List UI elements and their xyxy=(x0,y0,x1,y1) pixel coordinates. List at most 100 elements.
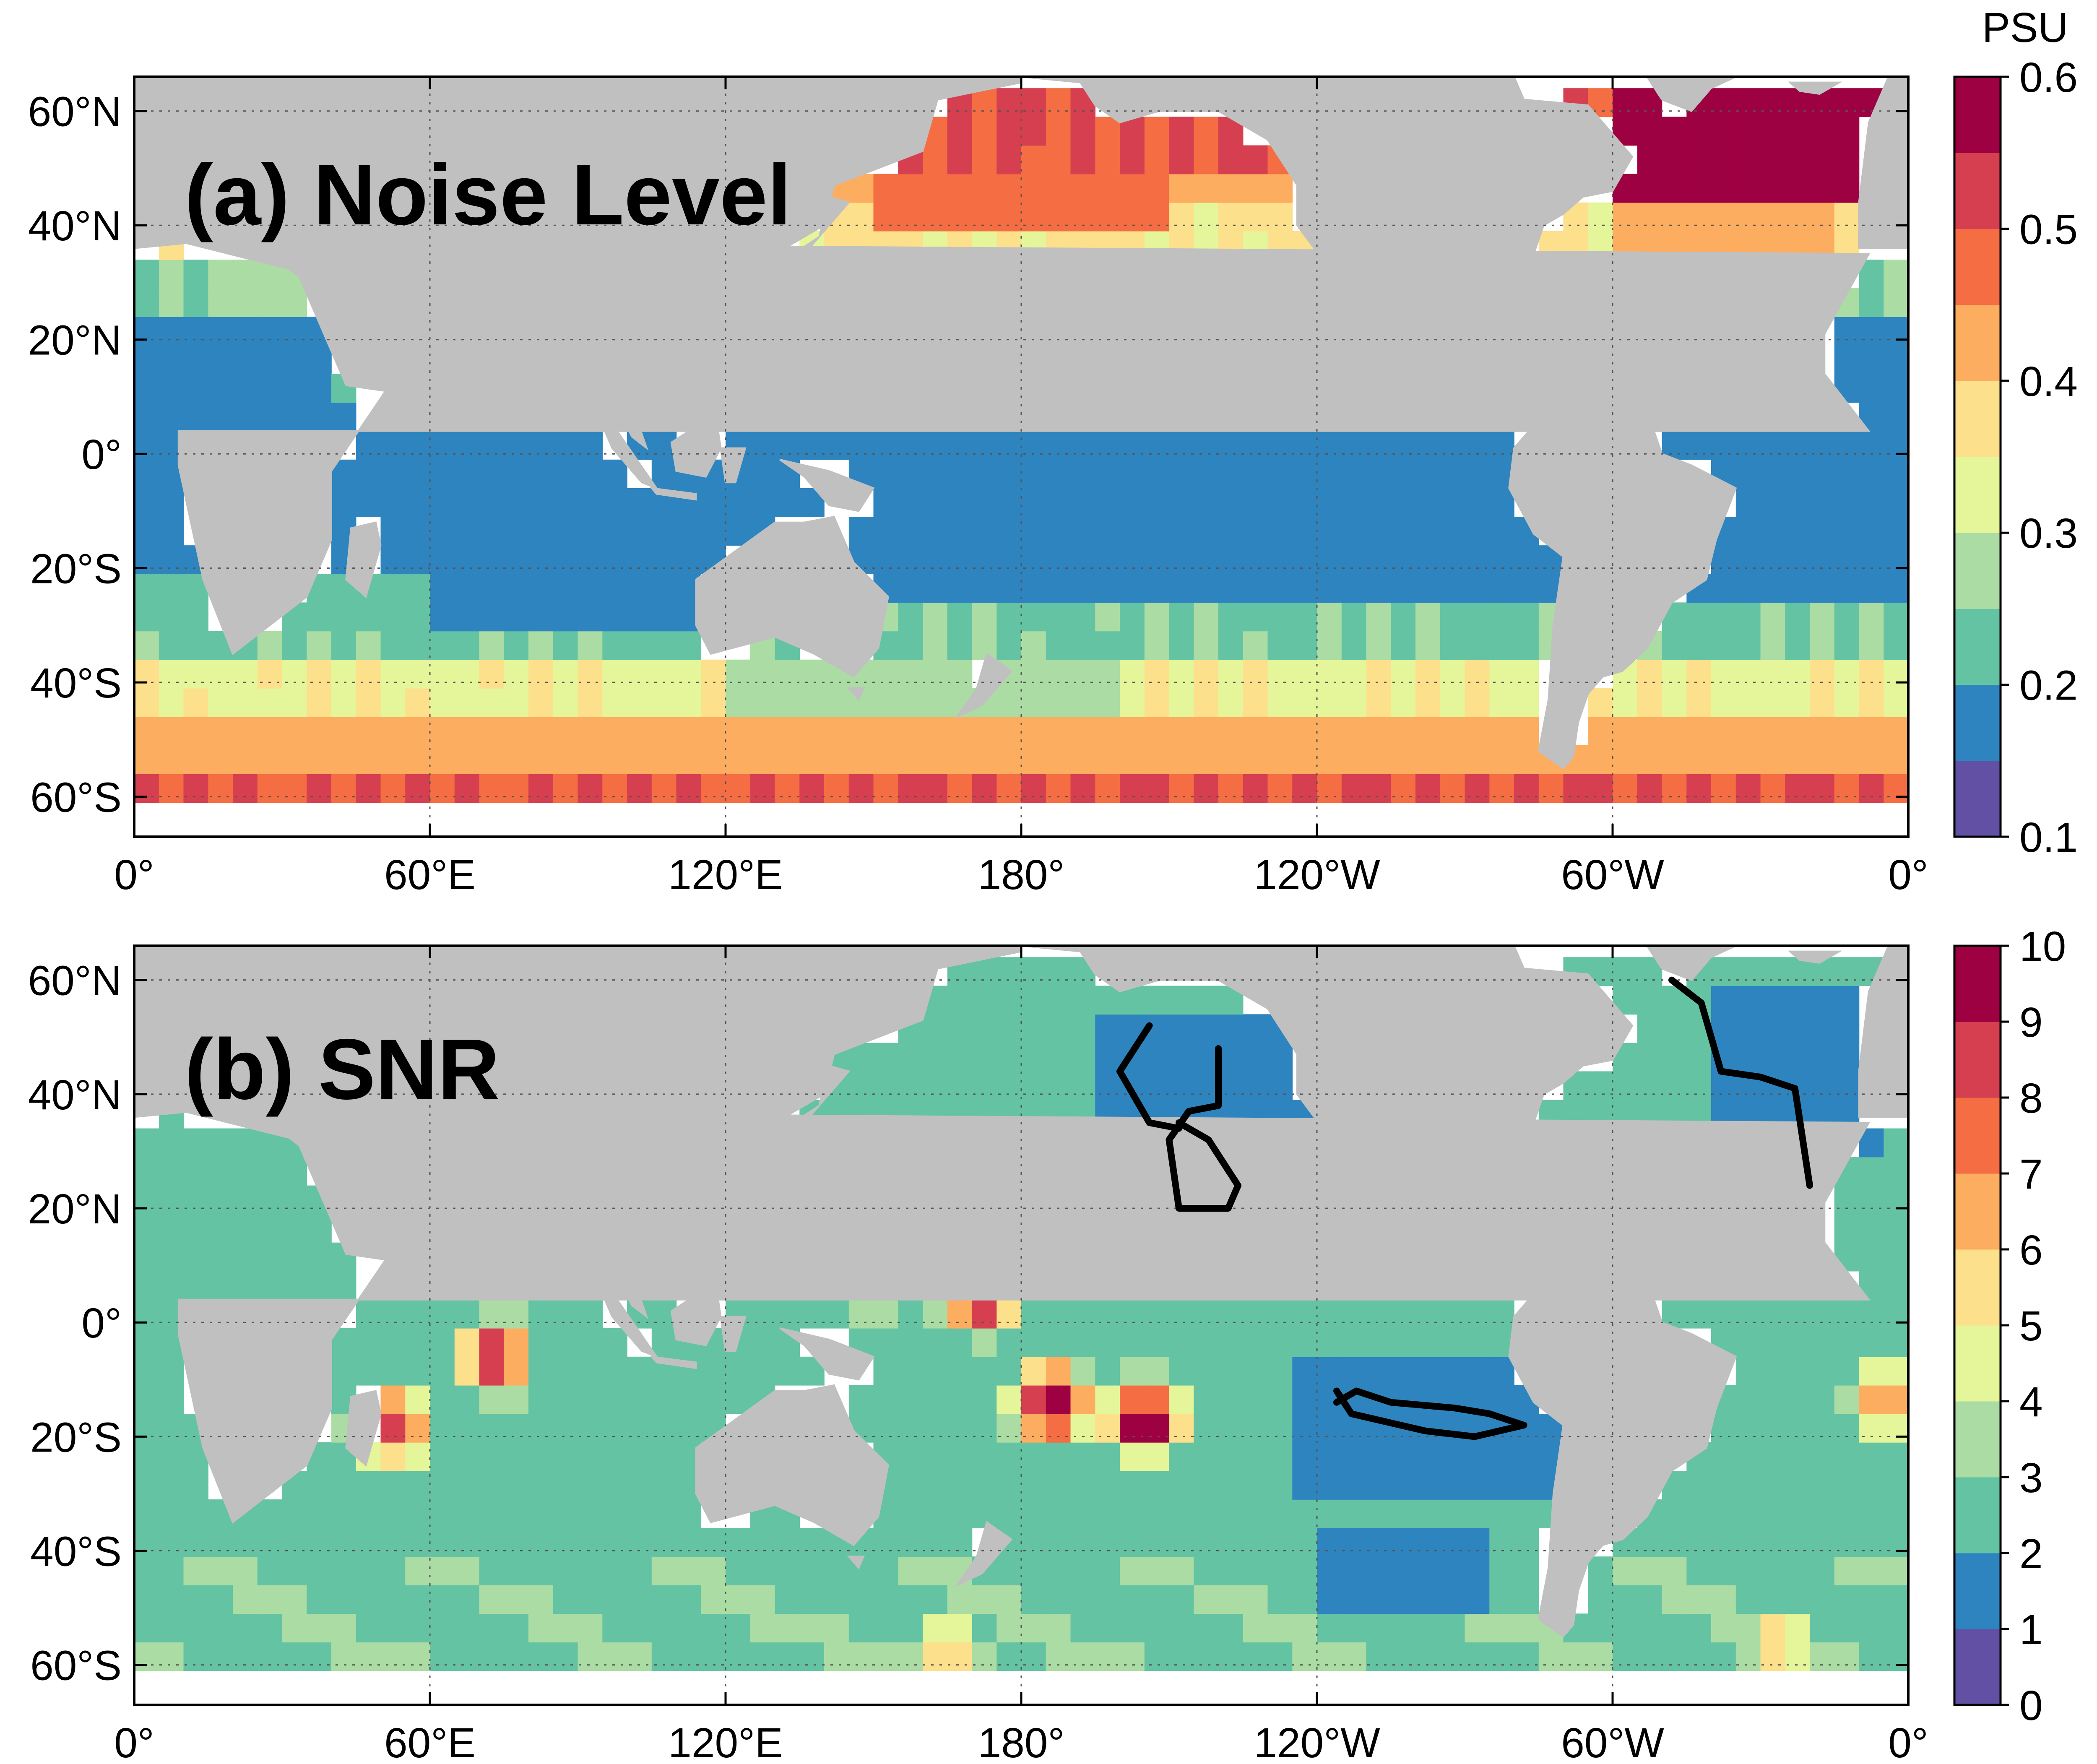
grid-cell xyxy=(479,574,504,603)
grid-cell xyxy=(996,1471,1022,1500)
grid-cell xyxy=(183,1642,208,1671)
grid-cell xyxy=(1267,488,1293,517)
grid-cell xyxy=(134,517,159,546)
grid-cell xyxy=(1070,1499,1095,1528)
grid-cell xyxy=(578,774,603,803)
grid-cell xyxy=(972,574,997,603)
grid-cell xyxy=(1785,1356,1810,1386)
grid-cell xyxy=(1785,1385,1810,1414)
grid-cell xyxy=(159,1613,184,1643)
grid-cell xyxy=(479,1556,504,1585)
grid-cell xyxy=(1317,1642,1342,1671)
grid-cell xyxy=(1267,1642,1293,1671)
grid-cell xyxy=(1735,659,1761,689)
grid-cell xyxy=(1637,1642,1663,1671)
grid-cell xyxy=(1317,1613,1342,1643)
y-axis-ticks: 60°N40°N20°N0°20°S40°S60°S xyxy=(28,88,1908,821)
grid-cell xyxy=(1711,1585,1736,1614)
grid-cell xyxy=(1834,317,1860,346)
grid-cell xyxy=(1243,202,1268,232)
grid-cell xyxy=(479,631,504,660)
grid-cell xyxy=(454,459,480,489)
grid-cell xyxy=(1341,545,1367,575)
grid-cell xyxy=(1095,431,1120,460)
grid-cell xyxy=(430,688,455,717)
grid-cell xyxy=(923,1556,948,1585)
grid-cell xyxy=(1662,688,1687,717)
grid-cell xyxy=(1341,517,1367,546)
grid-cell xyxy=(1686,631,1712,660)
grid-cell xyxy=(1859,1299,1884,1329)
grid-cell xyxy=(898,602,923,632)
grid-cell xyxy=(1613,688,1638,717)
grid-cell xyxy=(1120,688,1145,717)
grid-cell xyxy=(1021,1071,1046,1101)
grid-cell xyxy=(1046,517,1071,546)
grid-cell xyxy=(356,1328,381,1357)
grid-cell xyxy=(282,1185,307,1215)
colorbar-segment xyxy=(1954,1022,2001,1098)
grid-cell xyxy=(1810,202,1835,232)
grid-cell xyxy=(282,1157,307,1186)
grid-cell xyxy=(208,1128,233,1158)
grid-cell xyxy=(972,774,997,803)
grid-cell xyxy=(996,1043,1022,1072)
grid-cell xyxy=(331,1556,356,1585)
grid-cell xyxy=(750,1356,775,1386)
grid-cell xyxy=(1834,1471,1860,1500)
grid-cell xyxy=(1194,986,1219,1015)
grid-cell xyxy=(1662,1613,1687,1643)
grid-cell xyxy=(1686,1071,1712,1101)
grid-cell xyxy=(726,1385,751,1414)
grid-cell xyxy=(1194,1642,1219,1671)
grid-cell xyxy=(1144,1328,1170,1357)
grid-cell xyxy=(1317,631,1342,660)
grid-cell xyxy=(602,517,627,546)
grid-cell xyxy=(1144,688,1170,717)
grid-cell xyxy=(1267,545,1293,575)
colorbar-segment xyxy=(1954,1249,2001,1326)
grid-cell xyxy=(578,488,603,517)
grid-cell xyxy=(651,1413,677,1443)
grid-cell xyxy=(1810,1471,1835,1500)
grid-cell xyxy=(1613,202,1638,232)
grid-cell xyxy=(1341,602,1367,632)
grid-cell xyxy=(972,174,997,203)
grid-cell xyxy=(1884,745,1909,774)
grid-cell xyxy=(1169,1499,1194,1528)
grid-cell xyxy=(701,688,726,717)
grid-cell xyxy=(1760,488,1785,517)
land-polygon xyxy=(528,1269,540,1290)
grid-cell xyxy=(1415,745,1441,774)
grid-cell xyxy=(1859,288,1884,317)
grid-cell xyxy=(257,716,283,746)
grid-cell xyxy=(1046,1528,1071,1557)
grid-cell xyxy=(1144,145,1170,174)
grid-cell xyxy=(159,574,184,603)
colorbar-unit: PSU xyxy=(1982,4,2068,51)
grid-cell xyxy=(1834,488,1860,517)
grid-cell xyxy=(1144,1499,1170,1528)
grid-cell xyxy=(1021,574,1046,603)
grid-cell xyxy=(1440,1328,1465,1357)
grid-cell xyxy=(996,488,1022,517)
grid-cell xyxy=(479,1413,504,1443)
grid-cell xyxy=(1021,688,1046,717)
colorbar-segment xyxy=(1954,684,2001,761)
grid-cell xyxy=(1514,1471,1539,1500)
grid-cell xyxy=(627,745,652,774)
grid-cell xyxy=(1169,1328,1194,1357)
grid-cell xyxy=(1859,374,1884,403)
grid-cell xyxy=(1834,688,1860,717)
grid-cell xyxy=(282,317,307,346)
grid-cell xyxy=(1465,1585,1490,1614)
grid-cell xyxy=(873,1642,898,1671)
colorbar-tick-label: 0.3 xyxy=(2019,510,2078,557)
grid-cell xyxy=(676,1613,701,1643)
grid-cell xyxy=(1735,631,1761,660)
grid-cell xyxy=(479,745,504,774)
grid-cell xyxy=(430,774,455,803)
grid-cell xyxy=(947,431,973,460)
grid-cell xyxy=(1514,545,1539,575)
grid-cell xyxy=(504,517,529,546)
